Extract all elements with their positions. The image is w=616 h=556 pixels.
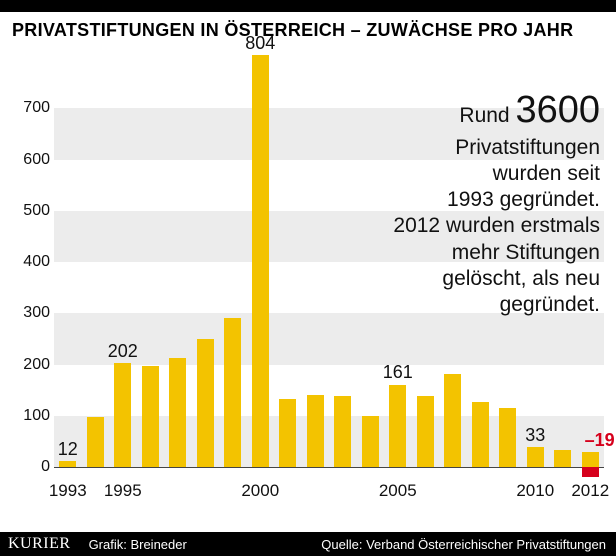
data-source: Quelle: Verband Österreichischer Privats…	[321, 537, 616, 552]
bar	[582, 452, 599, 467]
bar	[142, 366, 159, 467]
y-tick-label: 100	[12, 407, 50, 425]
x-tick-label: 1995	[104, 481, 142, 501]
bar-value-label: 202	[108, 341, 138, 362]
bar-value-label: 161	[383, 362, 413, 383]
x-tick-label: 1993	[49, 481, 87, 501]
bar	[252, 55, 269, 467]
bar	[59, 461, 76, 467]
bar	[444, 374, 461, 467]
bar	[389, 385, 406, 468]
annotation-line: gegründet.	[393, 292, 600, 318]
bar	[224, 318, 241, 467]
annotation-line: gelöscht, als neu	[393, 266, 600, 292]
annotation-line: 2012 wurden erstmals	[393, 213, 600, 239]
y-tick-label: 300	[12, 304, 50, 322]
bar	[279, 399, 296, 467]
bar	[197, 339, 214, 467]
bar-negative	[582, 467, 599, 477]
bar-value-label: 12	[58, 439, 78, 460]
graphic-credit: Grafik: Breineder	[81, 537, 187, 552]
annotation-line: wurden seit	[393, 161, 600, 187]
bar	[87, 417, 104, 467]
publisher-logo: KURIER	[0, 535, 81, 553]
bar	[114, 363, 131, 467]
bar	[554, 450, 571, 467]
y-tick-label: 700	[12, 99, 50, 117]
bar	[307, 395, 324, 467]
bar	[334, 396, 351, 467]
y-tick-label: 400	[12, 253, 50, 271]
footer-bar: KURIER Grafik: Breineder Quelle: Verband…	[0, 532, 616, 556]
plot-region: 1220280416133–19Rund 3600Privatstiftunge…	[54, 57, 604, 477]
y-tick-label: 200	[12, 356, 50, 374]
y-tick-label: 0	[12, 458, 50, 476]
annotation-line: 1993 gegründet.	[393, 187, 600, 213]
annotation-prefix: Rund	[459, 104, 515, 127]
bar	[499, 408, 516, 467]
x-tick-label: 2012	[571, 481, 609, 501]
bar	[362, 416, 379, 467]
annotation-big-number: 3600	[515, 89, 600, 131]
y-tick-label: 500	[12, 202, 50, 220]
chart-title: PRIVATSTIFTUNGEN IN ÖSTERREICH – ZUWÄCHS…	[0, 12, 616, 47]
chart-annotation: Rund 3600 Privatstiftungenwurden seit1993…	[393, 87, 600, 318]
bar-value-label: 804	[245, 33, 275, 54]
annotation-line: mehr Stiftungen	[393, 240, 600, 266]
bar	[472, 402, 489, 467]
bar-value-label: 33	[525, 425, 545, 446]
x-tick-label: 2010	[516, 481, 554, 501]
annotation-line: Privatstiftungen	[393, 135, 600, 161]
bar	[527, 447, 544, 468]
y-tick-label: 600	[12, 151, 50, 169]
x-tick-label: 2005	[379, 481, 417, 501]
bar	[169, 358, 186, 467]
bar-value-label-negative: –19	[585, 430, 615, 451]
top-black-bar	[0, 0, 616, 12]
x-tick-label: 2000	[241, 481, 279, 501]
bar	[417, 396, 434, 467]
x-axis-line	[54, 467, 604, 468]
chart-area: 1220280416133–19Rund 3600Privatstiftunge…	[12, 57, 604, 507]
